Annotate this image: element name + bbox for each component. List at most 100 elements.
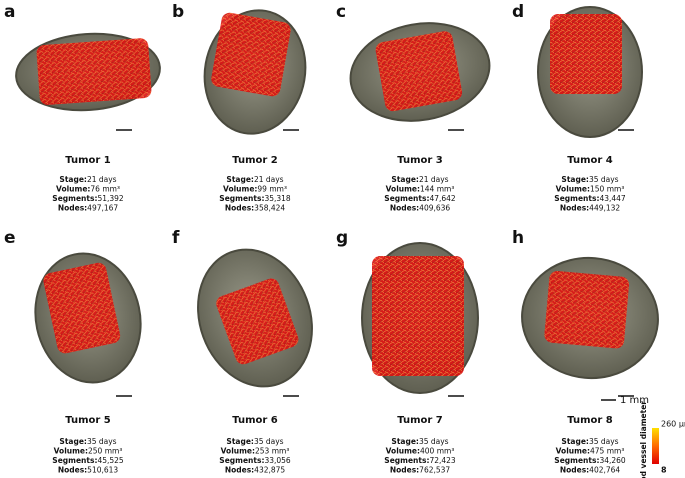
tumor-detail: Segments:51,392 (52, 194, 124, 203)
tumor-image (34, 252, 142, 384)
detail-value: 35 days (254, 437, 284, 446)
tumor-detail: Nodes:449,132 (560, 204, 621, 213)
detail-value: 409,636 (419, 204, 450, 213)
detail-label: Volume: (54, 447, 88, 456)
colorbar-max: 260 µm (661, 420, 685, 429)
detail-label: Segments: (219, 456, 264, 465)
tumor-detail: Nodes:497,167 (58, 204, 119, 213)
tumor-detail: Volume:400 mm³ (386, 447, 455, 456)
detail-label: Nodes: (390, 204, 419, 213)
detail-value: 35 days (589, 437, 619, 446)
vasculature (36, 38, 152, 105)
tumor-image (15, 32, 161, 112)
tumor-detail: Stage:21 days (391, 175, 448, 184)
panel-letter: a (4, 2, 15, 22)
detail-label: Volume: (223, 185, 257, 194)
detail-value: 497,167 (87, 204, 118, 213)
tumor-image (197, 248, 313, 388)
detail-label: Segments: (52, 456, 97, 465)
panel-letter: c (336, 2, 346, 22)
detail-label: Stage: (561, 437, 589, 446)
tumor-title: Tumor 5 (65, 415, 111, 426)
tumor-detail: Stage:35 days (59, 437, 116, 446)
detail-label: Stage: (226, 437, 254, 446)
vasculature (544, 270, 630, 349)
vasculature (211, 12, 291, 97)
tumor-detail: Segments:43,447 (554, 194, 626, 203)
detail-label: Volume: (221, 447, 255, 456)
detail-value: 35 days (589, 175, 619, 184)
tumor-detail: Stage:35 days (561, 437, 618, 446)
panel-letter: g (336, 228, 348, 248)
detail-label: Segments: (219, 194, 264, 203)
detail-value: 99 mm³ (257, 185, 287, 194)
detail-value: 35 days (87, 437, 117, 446)
detail-label: Segments: (384, 194, 429, 203)
tumor-detail: Volume:144 mm³ (386, 185, 455, 194)
tumor-title: Tumor 4 (567, 155, 613, 166)
tumor-detail: Segments:45,525 (52, 456, 124, 465)
tumor-detail: Volume:150 mm³ (556, 185, 625, 194)
tumor-detail: Segments:34,260 (554, 456, 626, 465)
detail-label: Segments: (554, 456, 599, 465)
panel-letter: e (4, 228, 16, 248)
tumor-title: Tumor 6 (232, 415, 278, 426)
detail-value: 47,642 (429, 194, 455, 203)
tumor-detail: Stage:35 days (391, 437, 448, 446)
detail-label: Nodes: (560, 466, 589, 475)
detail-value: 43,447 (599, 194, 625, 203)
tumor-detail: Stage:35 days (561, 175, 618, 184)
tumor-detail: Segments:35,318 (219, 194, 291, 203)
detail-value: 400 mm³ (420, 447, 454, 456)
tumor-detail: Nodes:409,636 (390, 204, 451, 213)
detail-label: Nodes: (225, 466, 254, 475)
tumor-detail: Nodes:762,537 (390, 466, 451, 475)
detail-value: 51,392 (97, 194, 123, 203)
tumor-title: Tumor 8 (567, 415, 613, 426)
detail-value: 21 days (419, 175, 449, 184)
detail-value: 432,875 (254, 466, 285, 475)
tumor-detail: Volume:99 mm³ (223, 185, 287, 194)
vasculature (216, 278, 299, 365)
tumor-detail: Stage:21 days (226, 175, 283, 184)
detail-label: Volume: (556, 185, 590, 194)
tumor-title: Tumor 1 (65, 155, 111, 166)
tumor-image (361, 242, 479, 394)
detail-label: Volume: (556, 447, 590, 456)
tumor-detail: Segments:33,056 (219, 456, 291, 465)
tumor-image (203, 9, 307, 135)
detail-value: 475 mm³ (590, 447, 624, 456)
detail-label: Volume: (56, 185, 90, 194)
vasculature (375, 31, 463, 112)
detail-label: Stage: (391, 437, 419, 446)
detail-label: Stage: (391, 175, 419, 184)
detail-value: 449,132 (589, 204, 620, 213)
colorbar-min: 8 (661, 466, 667, 475)
detail-label: Volume: (386, 447, 420, 456)
tumor-detail: Volume:253 mm³ (221, 447, 290, 456)
detail-value: 250 mm³ (88, 447, 122, 456)
detail-label: Nodes: (560, 204, 589, 213)
colorbar (652, 428, 659, 464)
tumor-image (349, 22, 491, 122)
detail-value: 72,423 (429, 456, 455, 465)
tumor-detail: Segments:47,642 (384, 194, 456, 203)
tumor-detail: Volume:475 mm³ (556, 447, 625, 456)
scale-bar-label: 1 mm (620, 395, 649, 406)
tumor-detail: Stage:21 days (59, 175, 116, 184)
detail-value: 33,056 (264, 456, 290, 465)
detail-label: Volume: (386, 185, 420, 194)
detail-value: 21 days (254, 175, 284, 184)
colorbar-title: Blood vessel diameter (639, 401, 648, 478)
detail-value: 762,537 (419, 466, 450, 475)
detail-value: 34,260 (599, 456, 625, 465)
detail-value: 402,764 (589, 466, 620, 475)
detail-label: Segments: (52, 194, 97, 203)
tumor-detail: Volume:76 mm³ (56, 185, 120, 194)
detail-value: 45,525 (97, 456, 123, 465)
detail-label: Stage: (59, 175, 87, 184)
panel-letter: h (512, 228, 524, 248)
detail-label: Nodes: (390, 466, 419, 475)
tumor-title: Tumor 7 (397, 415, 443, 426)
